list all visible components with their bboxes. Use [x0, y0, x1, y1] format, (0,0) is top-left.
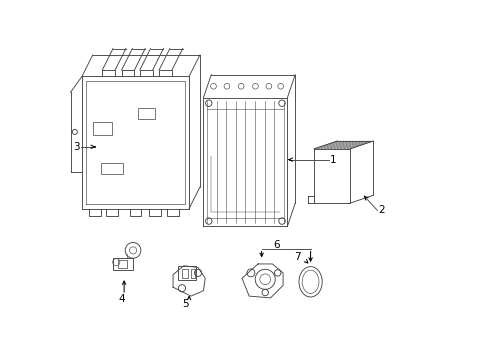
Bar	[138, 108, 155, 119]
Bar	[113, 258, 133, 270]
Bar	[190, 269, 194, 278]
Bar	[101, 163, 122, 174]
Text: 7: 7	[293, 252, 300, 262]
Text: 2: 2	[378, 205, 384, 215]
Text: 4: 4	[118, 294, 124, 303]
Text: 3: 3	[73, 142, 80, 152]
Text: 6: 6	[273, 240, 280, 250]
Text: 5: 5	[182, 299, 188, 309]
Bar	[182, 269, 188, 278]
Text: 1: 1	[329, 155, 336, 165]
Bar	[118, 260, 127, 267]
Bar	[93, 122, 112, 135]
Bar	[178, 266, 196, 280]
